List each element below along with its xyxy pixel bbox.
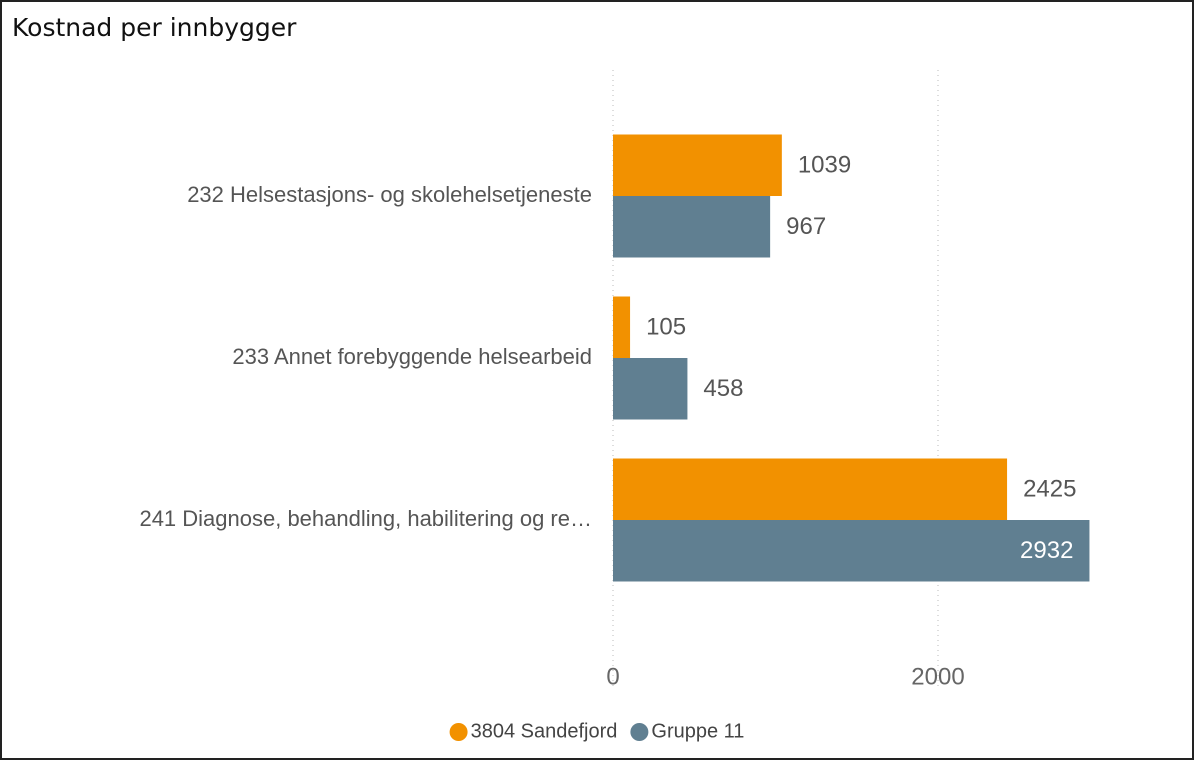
chart-title: Kostnad per innbygger (12, 13, 297, 42)
value-label: 2425 (1023, 476, 1076, 503)
legend-label: 3804 Sandefjord (471, 720, 618, 742)
value-label: 1039 (798, 152, 851, 179)
x-tick-label: 0 (606, 663, 619, 690)
bar (613, 520, 1090, 582)
bar (613, 134, 782, 196)
bar (613, 358, 688, 420)
legend-marker (630, 723, 649, 741)
value-label: 105 (646, 314, 686, 341)
value-label: 2932 (1020, 537, 1073, 564)
bar (613, 296, 631, 358)
category-label: 241 Diagnose, behandling, habilitering o… (139, 506, 592, 531)
legend-marker (449, 723, 468, 741)
category-label: 233 Annet forebyggende helsearbeid (232, 344, 592, 369)
category-label: 232 Helsestasjons- og skolehelsetjeneste (187, 182, 592, 207)
legend: 3804 Sandefjord Gruppe 11 (449, 720, 744, 742)
legend-label: Gruppe 11 (651, 720, 744, 742)
value-label: 967 (786, 213, 826, 240)
value-label: 458 (703, 375, 743, 402)
bar (613, 458, 1008, 520)
x-tick-label: 2000 (911, 663, 964, 690)
bar (613, 196, 771, 258)
